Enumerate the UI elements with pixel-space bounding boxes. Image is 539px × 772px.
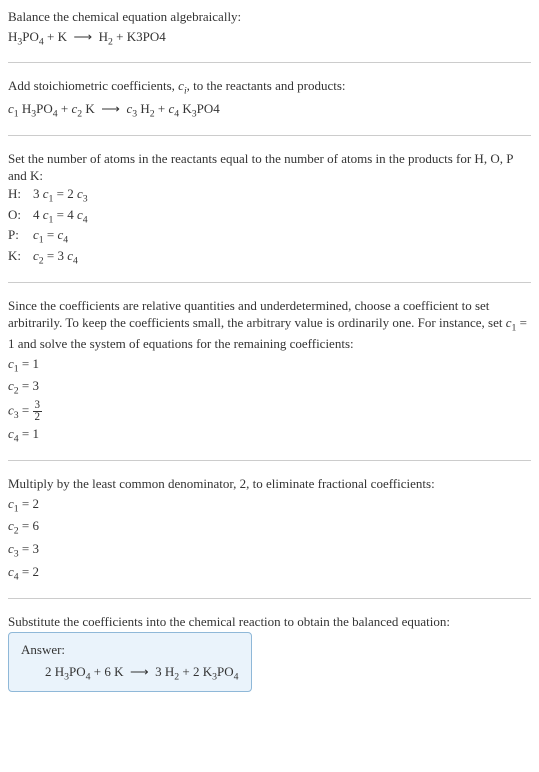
atom-eq: c1 = c4 [33,226,94,247]
table-row: K: c2 = 3 c4 [8,247,94,268]
atom-label: P: [8,226,33,247]
frac-den: 2 [33,412,43,423]
coeff-line: c3 = 32 [8,400,531,423]
answer-equation: 2 H3PO4 + 6 K ⟶ 3 H2 + 2 K3PO4 [21,663,239,684]
fraction: 32 [33,400,43,423]
table-row: P: c1 = c4 [8,226,94,247]
divider [8,282,531,283]
step2-var: ci [178,78,187,93]
step4-intro: Since the coefficients are relative quan… [8,297,531,353]
coeff-line: c2 = 3 [8,377,531,398]
step2-equation: c1 H3PO4 + c2 K ⟶ c3 H2 + c4 K3PO4 [8,100,531,121]
step-atoms: Set the number of atoms in the reactants… [8,150,531,268]
coeff-line: c2 = 6 [8,517,531,538]
answer-title: Answer: [21,641,239,659]
atom-eq: 4 c1 = 4 c4 [33,206,94,227]
divider [8,598,531,599]
table-row: H: 3 c1 = 2 c3 [8,185,94,206]
coeff-line: c4 = 2 [8,563,531,584]
step-lcm: Multiply by the least common denominator… [8,475,531,584]
divider [8,62,531,63]
coeff-line: c4 = 1 [8,425,531,446]
step5-intro: Multiply by the least common denominator… [8,475,531,493]
step6-intro: Substitute the coefficients into the che… [8,613,531,631]
step-balance: Balance the chemical equation algebraica… [8,8,531,48]
atom-label: K: [8,247,33,268]
atom-label: H: [8,185,33,206]
table-row: O: 4 c1 = 4 c4 [8,206,94,227]
atom-eq: c2 = 3 c4 [33,247,94,268]
step2-intro-b: , to the reactants and products: [187,78,346,93]
step3-intro: Set the number of atoms in the reactants… [8,150,531,185]
step1-intro: Balance the chemical equation algebraica… [8,8,531,26]
divider [8,135,531,136]
step-stoich: Add stoichiometric coefficients, ci, to … [8,77,531,121]
coeff-line: c1 = 2 [8,495,531,516]
atom-label: O: [8,206,33,227]
coeff-line: c3 = 3 [8,540,531,561]
atom-balance-table: H: 3 c1 = 2 c3 O: 4 c1 = 4 c4 P: c1 = c4… [8,185,94,268]
atom-eq: 3 c1 = 2 c3 [33,185,94,206]
step-substitute: Substitute the coefficients into the che… [8,613,531,693]
answer-box: Answer: 2 H3PO4 + 6 K ⟶ 3 H2 + 2 K3PO4 [8,632,252,692]
divider [8,460,531,461]
step2-intro: Add stoichiometric coefficients, ci, to … [8,77,531,98]
coeff-line: c1 = 1 [8,355,531,376]
step-choose-coeff: Since the coefficients are relative quan… [8,297,531,446]
step1-equation: H3PO4 + K ⟶ H2 + K3PO4 [8,28,531,49]
step2-intro-a: Add stoichiometric coefficients, [8,78,178,93]
